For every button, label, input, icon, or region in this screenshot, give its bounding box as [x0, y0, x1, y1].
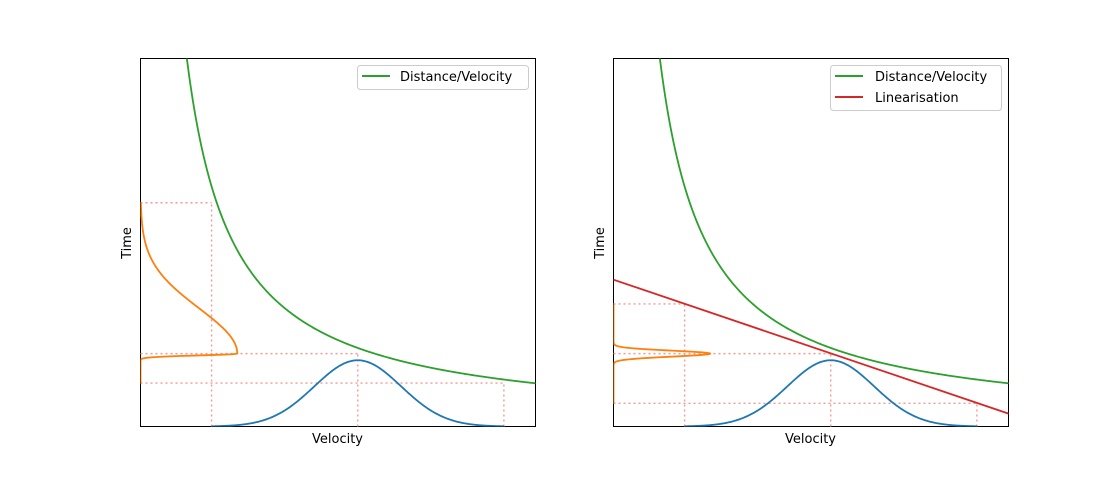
right-guide-lines: [613, 303, 978, 427]
right-x-axis-label: Velocity: [785, 432, 836, 447]
right-curves: [613, 58, 1009, 427]
left-distance-velocity-curve: [185, 58, 536, 385]
right-plot-frame: [613, 58, 1009, 427]
left-time-distribution-curve: [140, 202, 239, 384]
left-chart: Velocity Time Distance/Velocity: [120, 58, 536, 447]
right-velocity-distribution-curve: [684, 359, 977, 427]
left-legend: Distance/Velocity: [357, 65, 529, 90]
left-curves: [140, 58, 536, 427]
right-chart: Velocity Time Distance/Velocity Linearis…: [593, 58, 1009, 447]
right-linearisation-line: [613, 278, 1009, 415]
right-legend-label-linearisation: Linearisation: [875, 91, 959, 106]
right-y-axis-label: Time: [593, 227, 608, 260]
left-legend-label-distance-velocity: Distance/Velocity: [400, 70, 513, 85]
left-velocity-distribution-curve: [211, 359, 504, 427]
right-time-distribution-curve: [613, 303, 712, 404]
left-y-axis-label: Time: [120, 227, 135, 260]
right-legend: Distance/Velocity Linearisation: [830, 65, 1002, 111]
right-distance-velocity-curve: [658, 58, 1009, 385]
left-guide-lines: [140, 202, 505, 427]
left-legend-box: [357, 65, 529, 90]
left-x-axis-label: Velocity: [312, 432, 363, 447]
left-plot-frame: [140, 58, 536, 427]
right-legend-box: [830, 65, 1002, 111]
right-legend-label-distance-velocity: Distance/Velocity: [875, 70, 988, 85]
